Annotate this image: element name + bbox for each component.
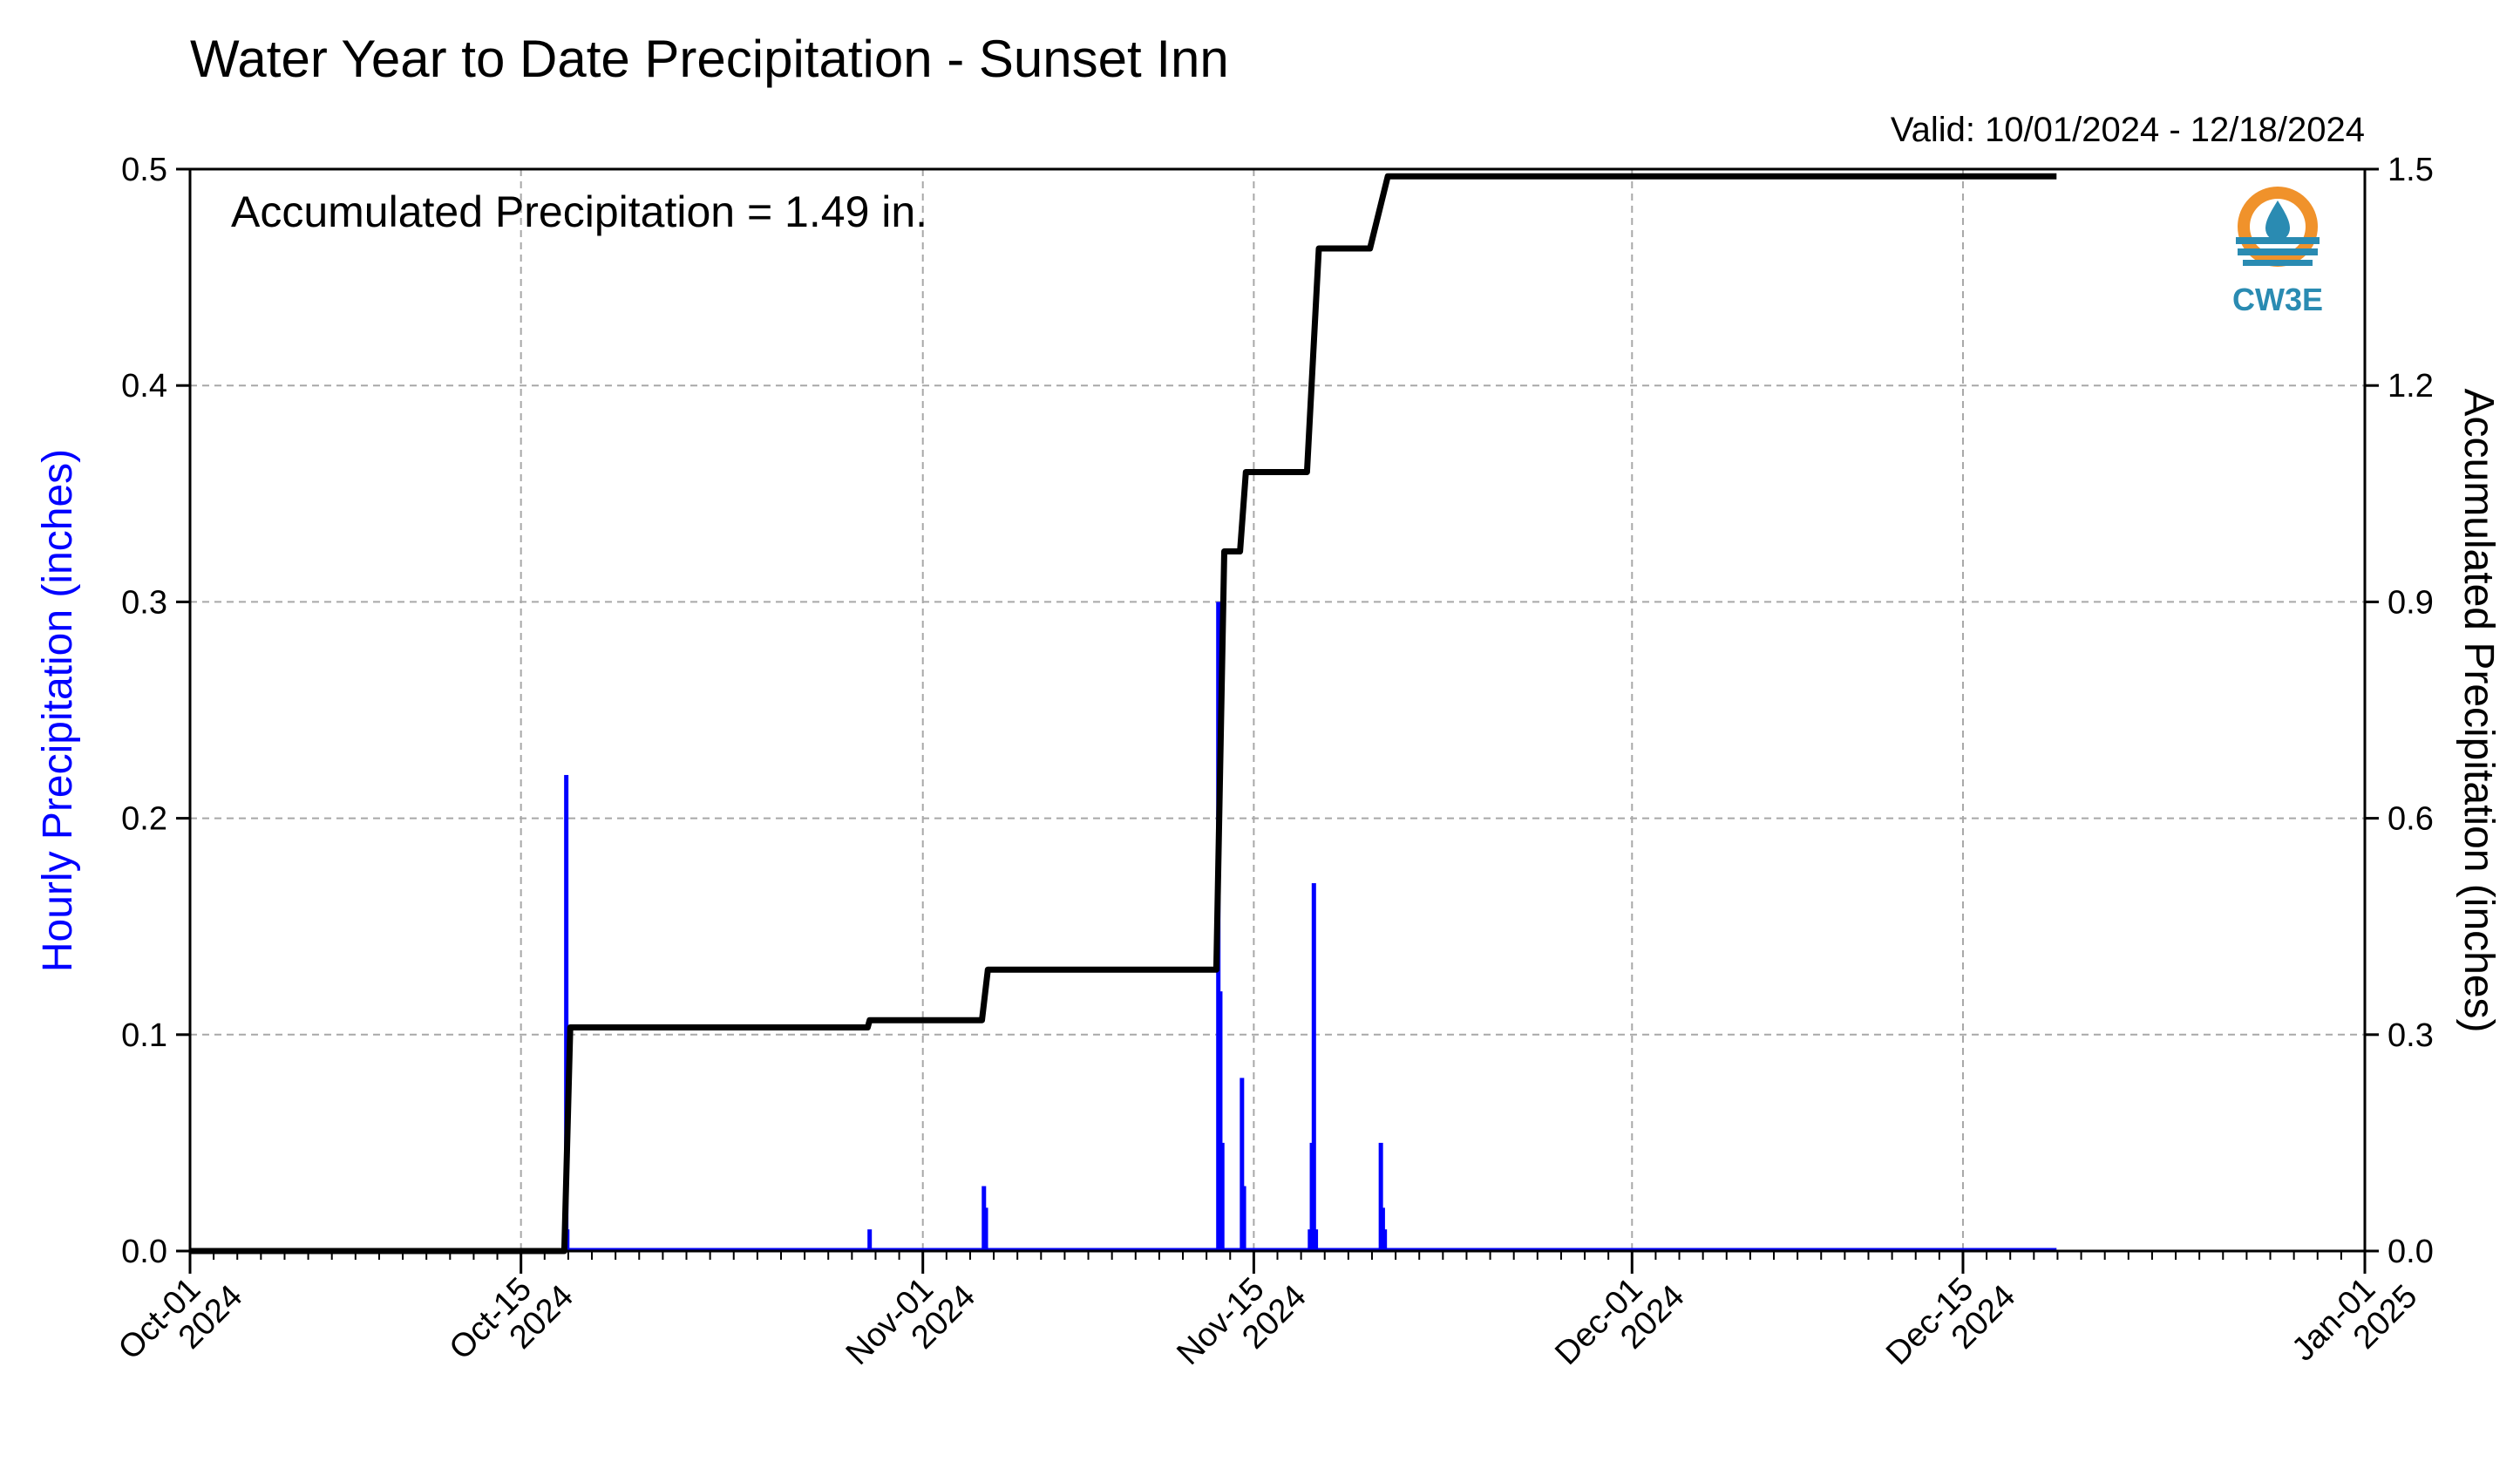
- precip-bar: [564, 774, 569, 1251]
- right-y-tick-label: 0.9: [2388, 584, 2434, 621]
- left-y-tick-label: 0.0: [121, 1234, 167, 1270]
- left-y-axis: 0.0 0.1 0.2 0.3 0.4 0.5: [121, 152, 190, 1270]
- right-y-tick-label: 0.0: [2388, 1234, 2434, 1270]
- logo-wave-1: [2236, 237, 2320, 244]
- logo-wave-2: [2238, 248, 2318, 255]
- precip-bar: [1314, 1229, 1319, 1251]
- logo-text: CW3E: [2232, 282, 2323, 317]
- right-axis-label: Accumulated Precipitation (inches): [2455, 388, 2502, 1032]
- right-y-tick-label: 0.3: [2388, 1017, 2434, 1054]
- precip-bar: [1241, 1186, 1246, 1251]
- precip-bar: [1240, 1078, 1245, 1251]
- precip-bar: [1382, 1229, 1388, 1251]
- precip-bar: [867, 1229, 873, 1251]
- water-drop-icon: [2265, 201, 2290, 241]
- precip-bar: [1378, 1142, 1383, 1251]
- precip-bar: [1218, 991, 1223, 1251]
- left-axis-label: Hourly Precipitation (inches): [35, 449, 81, 972]
- left-y-tick-label: 0.3: [121, 584, 167, 621]
- precip-bar: [1219, 1142, 1225, 1251]
- accumulated-line-path: [190, 173, 2057, 1255]
- accumulated-precip-line: [190, 173, 2057, 1255]
- right-y-tick-label: 1.5: [2388, 152, 2434, 188]
- precip-bar: [1380, 1207, 1385, 1251]
- grid-lines: [190, 169, 2365, 1251]
- accumulated-total-annotation: Accumulated Precipitation = 1.49 in.: [231, 187, 927, 236]
- plot-frame: [188, 167, 2367, 1253]
- cw3e-logo: CW3E: [2232, 187, 2323, 317]
- precip-bar: [1311, 883, 1316, 1251]
- precip-bar: [983, 1207, 988, 1251]
- logo-wave-3: [2243, 260, 2313, 266]
- left-y-tick-label: 0.5: [121, 152, 167, 188]
- hourly-precip-bars: [190, 602, 2057, 1251]
- left-y-tick-label: 0.4: [121, 368, 167, 405]
- chart-title: Water Year to Date Precipitation - Sunse…: [190, 30, 1229, 88]
- right-y-axis: 0.0 0.3 0.6 0.9 1.2 1.5: [2365, 152, 2434, 1270]
- left-y-tick-label: 0.2: [121, 801, 167, 838]
- right-y-tick-label: 1.2: [2388, 368, 2434, 405]
- chart-subtitle: Valid: 10/01/2024 - 12/18/2024: [1891, 111, 2365, 149]
- right-y-tick-label: 0.6: [2388, 801, 2434, 838]
- left-y-tick-label: 0.1: [121, 1017, 167, 1054]
